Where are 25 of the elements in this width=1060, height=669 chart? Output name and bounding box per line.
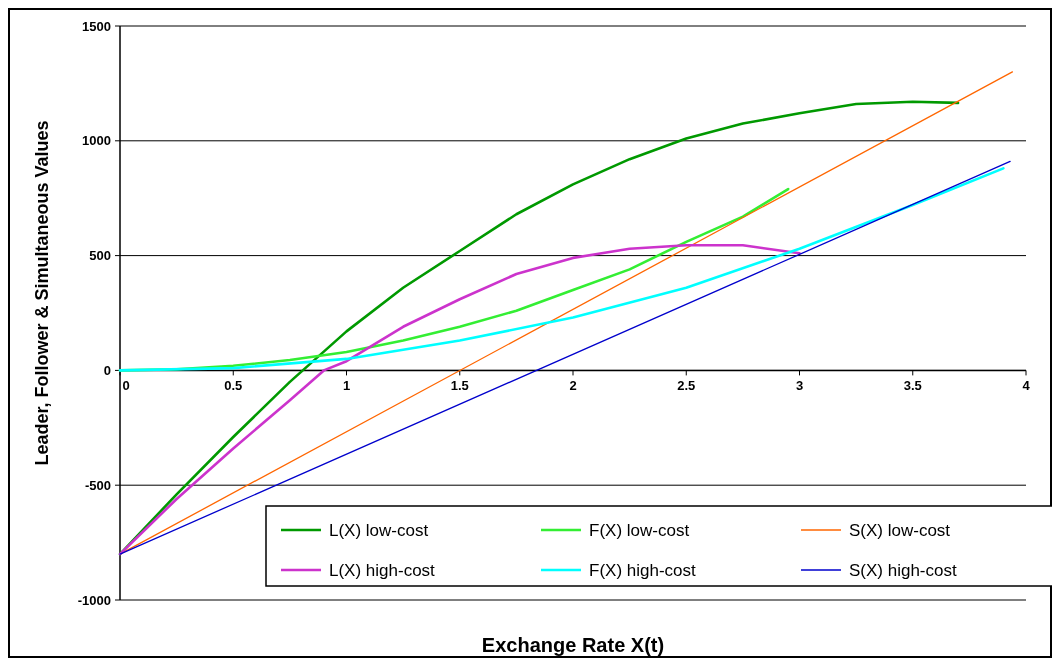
- line-series: [118, 167, 1005, 372]
- y-tick-label: 0: [103, 362, 111, 378]
- legend-label: S(X) low-cost: [849, 520, 951, 540]
- x-tick-label: 1: [342, 378, 351, 394]
- x-tick-label: 4: [1022, 378, 1031, 394]
- x-tick-label: 3: [795, 378, 804, 394]
- legend-label: L(X) low-cost: [329, 520, 429, 540]
- y-tick-label: 1500: [82, 18, 111, 34]
- line-series: [118, 243, 801, 556]
- y-tick-label: 1000: [82, 133, 111, 149]
- legend-label: F(X) low-cost: [589, 520, 690, 540]
- x-tick-label: 2.5: [677, 378, 696, 394]
- x-tick-label: 0: [122, 378, 130, 394]
- y-tick-label: -1000: [77, 592, 111, 608]
- x-axis-title: Exchange Rate X(t): [481, 634, 665, 656]
- x-tick-label: 2: [569, 378, 577, 394]
- y-tick-label: -500: [84, 477, 111, 493]
- x-tick-label: 3.5: [903, 378, 922, 394]
- y-axis-title: Leader, Follower & Simultaneous Values: [32, 120, 52, 466]
- legend-label: L(X) high-cost: [329, 560, 436, 580]
- legend-label: S(X) high-cost: [849, 560, 957, 580]
- x-tick-label: 1.5: [450, 378, 469, 394]
- x-tick-label: 0.5: [224, 378, 243, 394]
- legend-label: F(X) high-cost: [589, 560, 697, 580]
- y-tick-label: 500: [89, 248, 111, 264]
